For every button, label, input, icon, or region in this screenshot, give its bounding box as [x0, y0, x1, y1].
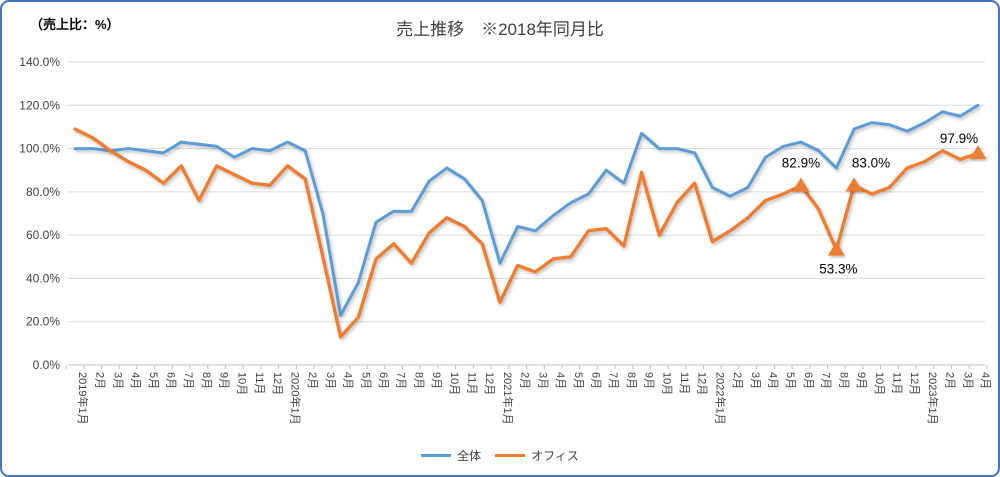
x-tick-label: 3月 [536, 372, 548, 389]
x-tick-label: 5月 [359, 372, 371, 389]
annotation-marker [845, 177, 863, 192]
x-tick-label: 12月 [908, 372, 920, 395]
legend-label-office: オフィス [531, 449, 579, 463]
legend-label-overall: 全体 [457, 449, 482, 463]
x-tick-label: 11月 [253, 372, 265, 394]
x-tick-label: 4月 [554, 372, 566, 389]
annotation-marker [827, 241, 845, 256]
x-tick-label: 10月 [448, 372, 460, 395]
x-tick-label: 6月 [589, 372, 601, 389]
x-tick-label: 5月 [572, 372, 584, 389]
x-tick-label: 3月 [749, 372, 761, 389]
x-tick-label: 4月 [979, 372, 991, 389]
y-tick-label: 60.0% [26, 228, 60, 242]
x-tick-label: 6月 [802, 372, 814, 389]
x-tick-label: 9月 [643, 372, 655, 389]
x-tick-label: 12月 [696, 372, 708, 395]
x-tick-label: 2020年1月 [288, 372, 302, 425]
y-tick-label: 80.0% [26, 185, 60, 199]
x-tick-label: 3月 [111, 372, 123, 389]
x-tick-label: 9月 [218, 372, 230, 389]
x-tick-label: 2022年1月 [713, 372, 727, 425]
x-tick-label: 2月 [306, 372, 318, 389]
y-tick-label: 140.0% [19, 55, 60, 69]
x-tick-label: 2019年1月 [76, 372, 90, 425]
x-tick-label: 11月 [466, 372, 478, 394]
legend-item-overall: 全体 [421, 447, 481, 464]
annotation-marker [792, 177, 810, 192]
series-line-overall [73, 103, 980, 317]
x-tick-label: 2月 [519, 372, 531, 389]
legend-line-swatch-overall [421, 454, 452, 457]
x-tick-label: 11月 [890, 372, 902, 394]
x-tick-label: 2月 [731, 372, 743, 389]
annotation-label: 82.9% [782, 156, 820, 171]
x-tick-label: 9月 [855, 372, 867, 389]
x-tick-label: 7月 [820, 372, 832, 389]
x-tick-label: 12月 [271, 372, 283, 395]
y-tick-label: 20.0% [26, 315, 60, 329]
x-tick-label: 5月 [147, 372, 159, 389]
x-tick-label: 4月 [767, 372, 779, 389]
x-tick-label: 5月 [784, 372, 796, 389]
y-tick-label: 0.0% [33, 358, 61, 372]
x-tick-label: 4月 [342, 372, 354, 389]
y-tick-label: 120.0% [19, 98, 60, 112]
x-tick-label: 3月 [324, 372, 336, 389]
legend-item-office: オフィス [495, 447, 579, 464]
x-tick-label: 8月 [837, 372, 849, 389]
series-line-office [73, 127, 980, 339]
x-tick-label: 4月 [129, 372, 141, 389]
x-tick-label: 10月 [873, 372, 885, 395]
x-tick-label: 12月 [483, 372, 495, 395]
chart-legend: 全体 オフィス [2, 447, 998, 464]
x-tick-label: 9月 [430, 372, 442, 389]
x-tick-label: 7月 [395, 372, 407, 389]
chart-title: 売上推移 ※2018年同月比 [396, 20, 604, 39]
annotation-label: 53.3% [819, 262, 857, 277]
x-tick-label: 8月 [412, 372, 424, 389]
x-tick-label: 8月 [625, 372, 637, 389]
x-tick-label: 10月 [235, 372, 247, 395]
x-tick-label: 6月 [165, 372, 177, 389]
y-tick-label: 100.0% [19, 142, 60, 156]
x-tick-label: 10月 [660, 372, 672, 395]
y-axis-units-label: （売上比：%） [30, 17, 120, 32]
x-tick-label: 2023年1月 [926, 372, 940, 425]
x-tick-label: 7月 [182, 372, 194, 389]
x-tick-label: 2021年1月 [501, 372, 515, 425]
x-tick-label: 8月 [200, 372, 212, 389]
x-tick-label: 3月 [961, 372, 973, 389]
x-tick-label: 6月 [377, 372, 389, 389]
annotation-label: 83.0% [852, 155, 890, 170]
x-tick-label: 2月 [944, 372, 956, 389]
legend-line-swatch-office [495, 454, 526, 457]
x-tick-label: 7月 [607, 372, 619, 389]
annotation-label: 97.9% [940, 131, 978, 146]
y-tick-label: 40.0% [26, 271, 60, 285]
x-tick-label: 11月 [678, 372, 690, 394]
annotation-marker [969, 145, 987, 160]
x-tick-label: 2月 [94, 372, 106, 389]
